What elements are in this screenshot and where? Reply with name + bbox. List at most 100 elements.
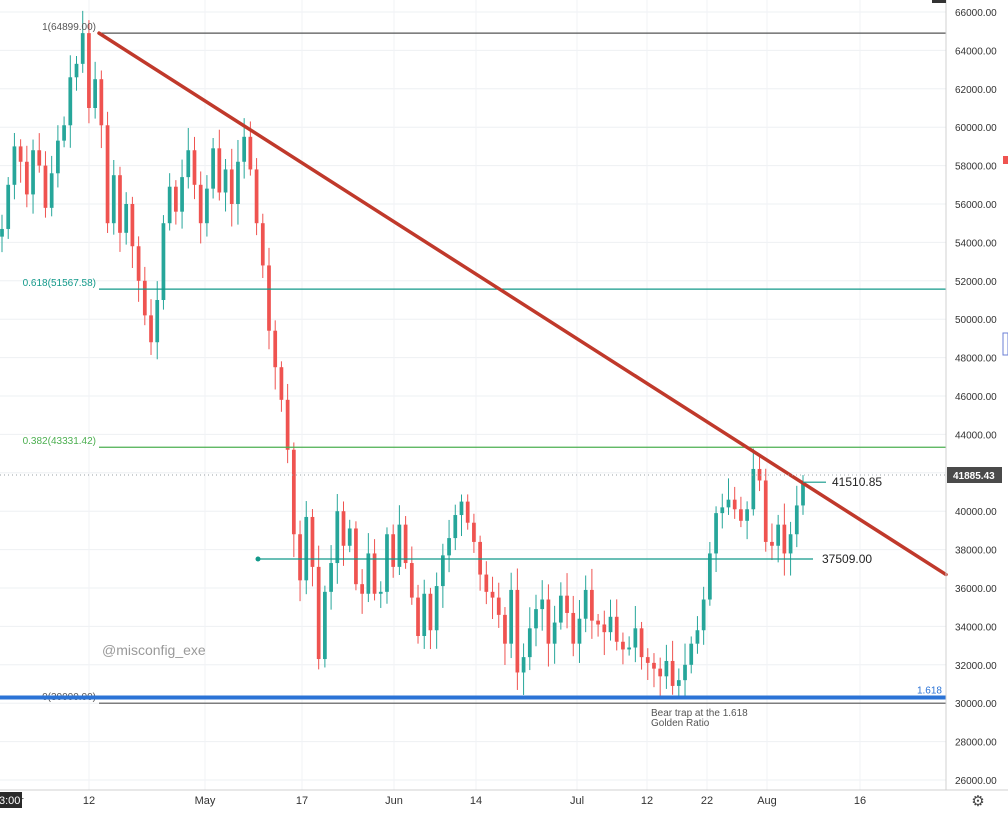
candle-body bbox=[801, 482, 805, 506]
candle-body bbox=[546, 599, 551, 644]
candle-body bbox=[440, 555, 445, 587]
watermark-text: @misconfig_exe bbox=[102, 642, 206, 658]
candle-body bbox=[416, 597, 420, 636]
candle-body bbox=[118, 175, 122, 233]
candle-body bbox=[31, 150, 35, 195]
candle-body bbox=[304, 516, 309, 581]
candle-body bbox=[248, 136, 253, 170]
x-tick-label: Jul bbox=[570, 795, 584, 807]
candle-body bbox=[0, 228, 4, 237]
candle-body bbox=[422, 593, 427, 636]
candle-body bbox=[366, 553, 371, 594]
candle-body bbox=[43, 165, 48, 208]
y-tick-label: 62000.00 bbox=[955, 85, 997, 96]
y-tick-label: 46000.00 bbox=[955, 392, 997, 403]
grid bbox=[0, 0, 946, 790]
candle-body bbox=[434, 586, 439, 631]
candle-body bbox=[770, 541, 774, 546]
y-tick-label: 32000.00 bbox=[955, 661, 997, 672]
candle-body bbox=[62, 125, 66, 141]
time-axis[interactable]: 12May17Jun14Jul1222Aug16r3:00 bbox=[0, 792, 866, 808]
y-tick-label: 30000.00 bbox=[955, 699, 997, 710]
y-tick-label: 54000.00 bbox=[955, 238, 997, 249]
candle-body bbox=[161, 223, 166, 300]
price-level-anchor bbox=[255, 556, 261, 562]
price-level-label: 41510.85 bbox=[832, 475, 882, 489]
candle-body bbox=[701, 599, 706, 631]
candle-body bbox=[484, 574, 489, 592]
candle-body bbox=[583, 589, 588, 619]
candle-body bbox=[341, 511, 346, 546]
candle-body bbox=[198, 184, 203, 224]
candle-body bbox=[260, 223, 265, 266]
candle-body bbox=[496, 597, 501, 615]
y-tick-label: 28000.00 bbox=[955, 738, 997, 749]
trendline bbox=[97, 31, 948, 577]
candle-body bbox=[298, 534, 302, 581]
y-tick-label: 48000.00 bbox=[955, 354, 997, 365]
gear-icon[interactable]: ⚙ bbox=[971, 793, 985, 810]
fib-extension-label: 1.618 bbox=[917, 685, 942, 696]
x-tick-label: 16 bbox=[854, 795, 866, 807]
candle-body bbox=[24, 161, 29, 195]
candle-body bbox=[409, 563, 414, 598]
candle-body bbox=[310, 516, 315, 567]
axis-marker bbox=[1002, 332, 1008, 356]
candle-body bbox=[627, 647, 632, 650]
candle-body bbox=[149, 315, 153, 343]
candle-body bbox=[229, 169, 234, 204]
candle-body bbox=[552, 622, 557, 644]
candle-body bbox=[372, 553, 377, 594]
candle-body bbox=[751, 468, 756, 510]
candle-body bbox=[621, 641, 625, 650]
candle-body bbox=[391, 534, 396, 567]
drawings: 1(64899.00) 0.618(51567.58) 0.382(43331.42… bbox=[0, 22, 948, 729]
candle-body bbox=[478, 541, 482, 575]
candle-body bbox=[714, 513, 718, 554]
candle-body bbox=[707, 553, 712, 600]
candle-body bbox=[242, 136, 247, 162]
candle-body bbox=[254, 169, 259, 224]
candle-body bbox=[49, 173, 54, 208]
candle-body bbox=[105, 125, 110, 224]
candle-body bbox=[142, 280, 147, 316]
candle-body bbox=[316, 566, 321, 660]
y-tick-label: 60000.00 bbox=[955, 123, 997, 134]
candle-body bbox=[447, 538, 451, 556]
candle-body bbox=[397, 524, 402, 567]
candle-body bbox=[527, 628, 532, 658]
candle-body bbox=[354, 528, 358, 585]
x-tick-label: 22 bbox=[701, 795, 713, 807]
candle-body bbox=[329, 563, 333, 592]
candle-body bbox=[614, 616, 619, 642]
candle-body bbox=[155, 300, 160, 343]
candle-body bbox=[130, 204, 135, 247]
candle-body bbox=[6, 184, 11, 229]
candle-body bbox=[788, 534, 793, 554]
candle-body bbox=[670, 660, 675, 686]
candle-body bbox=[465, 501, 470, 523]
candle-body bbox=[459, 501, 464, 516]
candle-body bbox=[676, 680, 681, 686]
candle-body bbox=[192, 150, 197, 185]
candle-body bbox=[18, 146, 23, 162]
candle-body bbox=[695, 630, 700, 644]
candle-body bbox=[211, 148, 215, 189]
candle-body bbox=[739, 509, 743, 521]
candle-body bbox=[558, 595, 563, 623]
x-tick-label: Aug bbox=[757, 795, 777, 807]
candle-body bbox=[12, 146, 17, 185]
price-axis[interactable]: 26000.00 28000.00 30000.00 32000.00 34000.00… bbox=[932, 0, 1008, 787]
candle-body bbox=[509, 589, 514, 644]
candle-body bbox=[658, 668, 663, 677]
candle-body bbox=[503, 614, 507, 644]
candle-body bbox=[80, 33, 85, 64]
current-price-label: 41885.43 bbox=[953, 471, 995, 482]
candle-body bbox=[540, 599, 545, 610]
candle-body bbox=[577, 618, 582, 644]
axis-marker bbox=[932, 0, 946, 3]
y-tick-label: 34000.00 bbox=[955, 622, 997, 633]
candle-body bbox=[745, 509, 749, 521]
